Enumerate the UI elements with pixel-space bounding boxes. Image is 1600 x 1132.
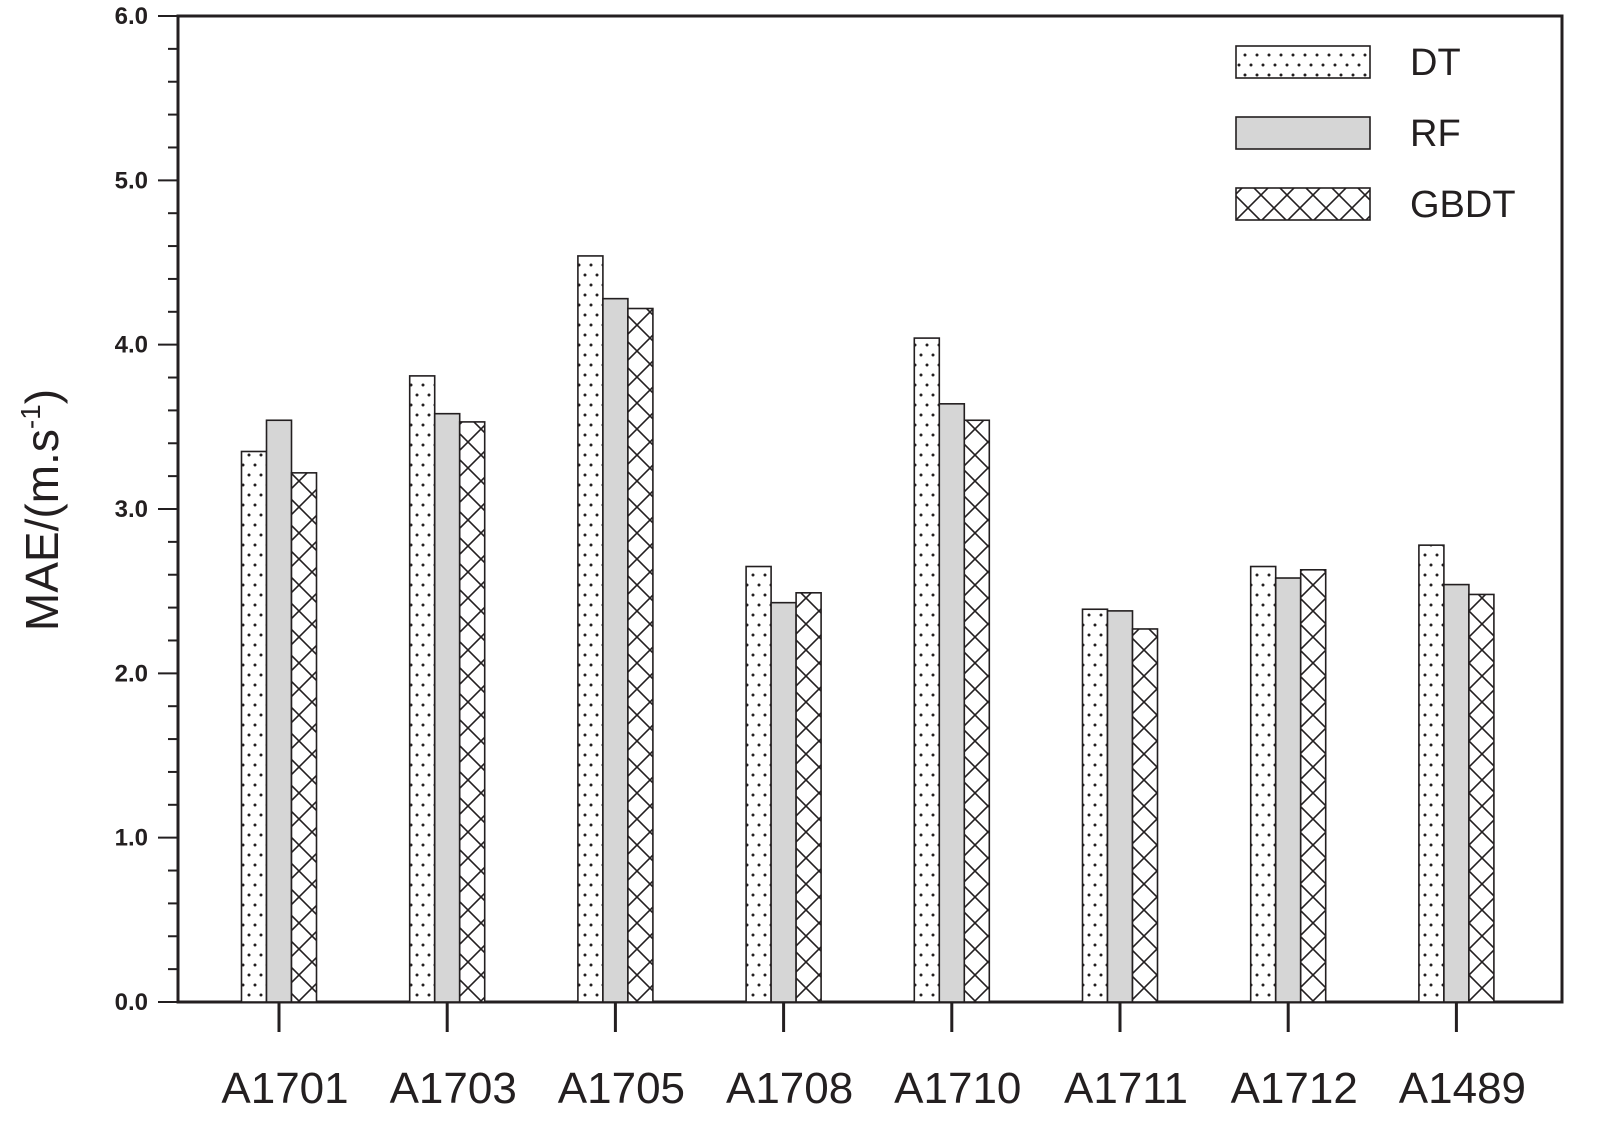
bar-dt-a1712 bbox=[1249, 565, 1277, 1003]
x-tick-label: A1708 bbox=[726, 1064, 853, 1113]
y-tick-label: 1.0 bbox=[115, 825, 148, 852]
bars-group bbox=[240, 255, 1495, 1003]
legend-swatch-dt bbox=[1235, 45, 1371, 79]
bar-dt-a1705 bbox=[577, 255, 604, 1003]
y-axis-label: MAE/(m.s-1) bbox=[15, 389, 68, 631]
y-tick-label: 6.0 bbox=[115, 3, 148, 30]
bar-gbdt-a1711 bbox=[1131, 628, 1159, 1003]
y-axis: 0.0 1.0 2.0 3.0 4.0 5.0 6.0 bbox=[115, 3, 178, 1016]
bar-dt-a1711 bbox=[1081, 608, 1109, 1003]
y-tick-label: 4.0 bbox=[115, 332, 148, 359]
x-axis: A1701 A1703 A1705 A1708 A1710 A1711 A1712 A1489 bbox=[221, 1002, 1526, 1113]
x-tick-label: A1703 bbox=[390, 1064, 517, 1113]
legend-label-rf: RF bbox=[1410, 113, 1461, 155]
x-tick-label: A1710 bbox=[894, 1064, 1021, 1113]
bar-rf-a1711 bbox=[1106, 610, 1134, 1003]
legend-swatch-gbdt bbox=[1235, 187, 1371, 221]
bar-gbdt-a1489 bbox=[1468, 593, 1495, 1003]
bar-gbdt-a1701 bbox=[290, 472, 318, 1003]
bar-rf-a1489 bbox=[1443, 583, 1470, 1003]
y-axis-label-superscript: -1 bbox=[15, 404, 46, 429]
legend-label-gbdt: GBDT bbox=[1410, 184, 1516, 226]
x-tick-label: A1712 bbox=[1231, 1064, 1358, 1113]
legend-swatch-rf bbox=[1235, 116, 1371, 150]
y-tick-label: 2.0 bbox=[115, 660, 148, 687]
bar-dt-a1701 bbox=[240, 450, 268, 1003]
bar-rf-a1705 bbox=[602, 297, 629, 1003]
bar-rf-a1701 bbox=[265, 419, 293, 1003]
bar-gbdt-a1705 bbox=[627, 307, 654, 1003]
x-tick-label: A1489 bbox=[1399, 1064, 1526, 1113]
bar-gbdt-a1712 bbox=[1299, 569, 1327, 1003]
legend-label-dt: DT bbox=[1410, 42, 1461, 84]
bar-gbdt-a1708 bbox=[795, 592, 822, 1003]
bar-gbdt-a1710 bbox=[963, 419, 991, 1003]
bar-gbdt-a1703 bbox=[458, 421, 486, 1003]
bar-rf-a1710 bbox=[938, 403, 966, 1003]
y-tick-label: 3.0 bbox=[115, 496, 148, 523]
x-tick-label: A1705 bbox=[558, 1064, 685, 1113]
y-tick-label: 0.0 bbox=[115, 989, 148, 1016]
x-tick-label: A1701 bbox=[221, 1064, 348, 1113]
bar-dt-a1710 bbox=[913, 337, 941, 1003]
legend: DT RF GBDT bbox=[1235, 42, 1516, 226]
bar-dt-a1489 bbox=[1418, 544, 1445, 1003]
plot-border bbox=[176, 14, 1564, 1004]
x-tick-label: A1711 bbox=[1064, 1064, 1188, 1113]
plot-frame bbox=[176, 14, 1564, 1004]
y-tick-label: 5.0 bbox=[115, 167, 148, 194]
bar-dt-a1703 bbox=[408, 375, 436, 1003]
bar-rf-a1703 bbox=[433, 412, 461, 1003]
bar-rf-a1708 bbox=[770, 601, 797, 1003]
bar-dt-a1708 bbox=[745, 565, 772, 1003]
bar-rf-a1712 bbox=[1274, 577, 1302, 1003]
